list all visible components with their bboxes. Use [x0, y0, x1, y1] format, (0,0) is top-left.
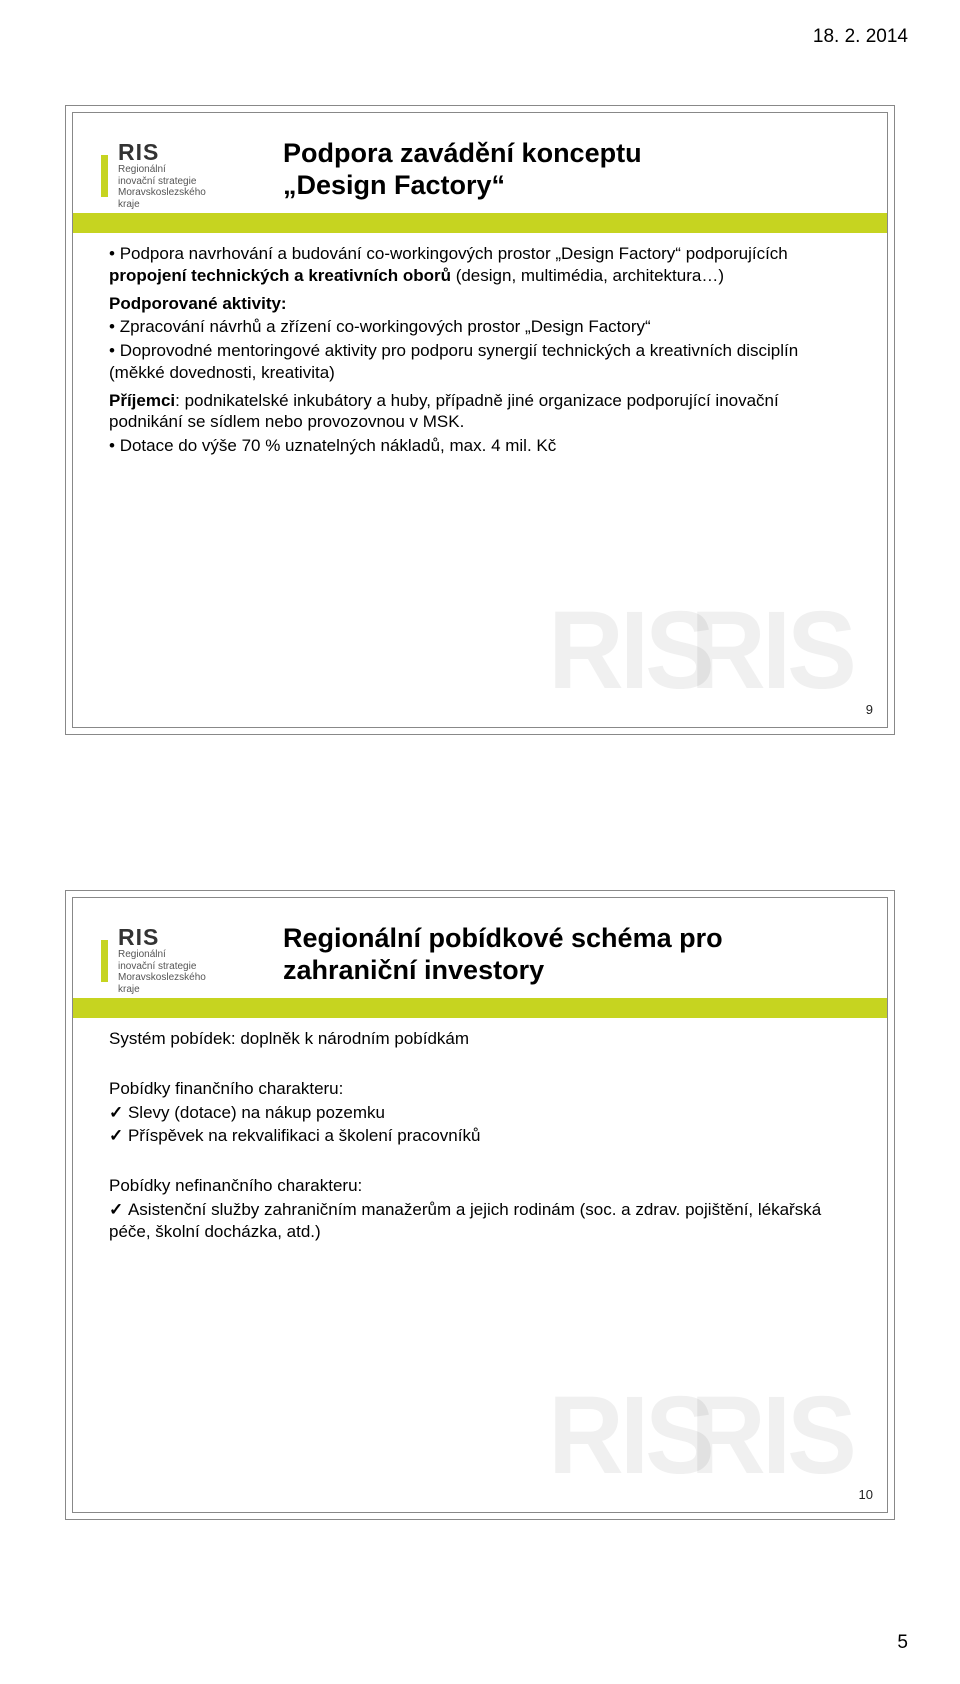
- bullet-item: Zpracování návrhů a zřízení co-workingov…: [109, 316, 851, 338]
- slide-number: 10: [859, 1487, 873, 1502]
- slide-inner-2: RIS RIS RIS Regionální inovační strategi…: [72, 897, 888, 1513]
- logo-sub-2: inovační strategie: [118, 961, 196, 972]
- slide-title-line1: Podpora zavádění konceptu: [283, 138, 642, 168]
- logo-accent-icon: [101, 155, 108, 197]
- check-text: Příspěvek na rekvalifikaci a školení pra…: [128, 1126, 480, 1145]
- check-text: Asistenční služby zahraničním manažerům …: [109, 1200, 821, 1241]
- logo-text-block: RIS Regionální inovační strategie Moravs…: [118, 141, 206, 210]
- logo-subtext: Regionální inovační strategie Moravskosl…: [118, 949, 206, 995]
- logo-ris-text: RIS: [118, 926, 206, 949]
- logo-accent-icon: [101, 940, 108, 982]
- watermark-text: RIS: [690, 1389, 853, 1483]
- watermark: RIS RIS: [544, 604, 857, 698]
- page: 18. 2. 2014 RIS RIS RIS Regionální inova…: [0, 0, 960, 1684]
- slide-frame-2: RIS RIS RIS Regionální inovační strategi…: [65, 890, 895, 1520]
- bullet-item: Doprovodné mentoringové aktivity pro pod…: [109, 340, 851, 384]
- logo-subtext: Regionální inovační strategie Moravskosl…: [118, 164, 206, 210]
- logo-sub-4: kraje: [118, 984, 140, 995]
- recipients-line: Příjemci: podnikatelské inkubátory a hub…: [109, 390, 851, 434]
- logo-ris-text: RIS: [118, 141, 206, 164]
- slide-number: 9: [866, 702, 873, 717]
- logo-sub-3: Moravskoslezského: [118, 972, 206, 983]
- watermark-text: RIS: [549, 1389, 712, 1483]
- bullet-text-bold: propojení technických a kreativních obor…: [109, 266, 451, 285]
- bullet-item: Dotace do výše 70 % uznatelných nákladů,…: [109, 435, 851, 457]
- subheading-label: Podporované aktivity:: [109, 294, 287, 313]
- bullet-text: Zpracování návrhů a zřízení co-workingov…: [120, 317, 651, 336]
- logo-sub-4: kraje: [118, 199, 140, 210]
- recipients-text: : podnikatelské inkubátory a huby, přípa…: [109, 391, 779, 432]
- bullet-text: (design, multimédia, architektura…): [451, 266, 724, 285]
- watermark: RIS RIS: [544, 1389, 857, 1483]
- slide-body: Podpora navrhování a budování co-working…: [109, 243, 851, 459]
- slide-title: Podpora zavádění konceptu „Design Factor…: [283, 137, 857, 202]
- logo-sub-1: Regionální: [118, 949, 166, 960]
- bullet-text: Dotace do výše 70 % uznatelných nákladů,…: [120, 436, 557, 455]
- slide-title-line2: zahraniční investory: [283, 955, 544, 985]
- check-item: Slevy (dotace) na nákup pozemku: [109, 1102, 851, 1124]
- recipients-label: Příjemci: [109, 391, 175, 410]
- bullet-text: Doprovodné mentoringové aktivity pro pod…: [109, 341, 798, 382]
- slide-body: Systém pobídek: doplněk k národním pobíd…: [109, 1028, 851, 1244]
- watermark-text: RIS: [549, 604, 712, 698]
- bullet-item: Podpora navrhování a budování co-working…: [109, 243, 851, 287]
- check-text: Slevy (dotace) na nákup pozemku: [128, 1103, 385, 1122]
- slide-frame-1: RIS RIS RIS Regionální inovační strategi…: [65, 105, 895, 735]
- slide-title: Regionální pobídkové schéma pro zahranič…: [283, 922, 857, 987]
- slide-title-line1: Regionální pobídkové schéma pro: [283, 923, 723, 953]
- logo: RIS Regionální inovační strategie Moravs…: [101, 926, 206, 995]
- slide-title-line2: „Design Factory“: [283, 170, 505, 200]
- logo-text-block: RIS Regionální inovační strategie Moravs…: [118, 926, 206, 995]
- logo-sub-2: inovační strategie: [118, 176, 196, 187]
- subheading: Pobídky finančního charakteru:: [109, 1078, 851, 1100]
- page-number: 5: [897, 1632, 908, 1654]
- accent-bar: [73, 998, 887, 1018]
- logo-sub-3: Moravskoslezského: [118, 187, 206, 198]
- bullet-text: Podpora navrhování a budování co-working…: [120, 244, 788, 263]
- page-date: 18. 2. 2014: [813, 26, 908, 48]
- logo-sub-1: Regionální: [118, 164, 166, 175]
- watermark-text: RIS: [690, 604, 853, 698]
- check-item: Příspěvek na rekvalifikaci a školení pra…: [109, 1125, 851, 1147]
- paragraph: Systém pobídek: doplněk k národním pobíd…: [109, 1028, 851, 1050]
- slide-inner-1: RIS RIS RIS Regionální inovační strategi…: [72, 112, 888, 728]
- logo: RIS Regionální inovační strategie Moravs…: [101, 141, 206, 210]
- accent-bar: [73, 213, 887, 233]
- subheading: Podporované aktivity:: [109, 293, 851, 315]
- subheading: Pobídky nefinančního charakteru:: [109, 1175, 851, 1197]
- check-item: Asistenční služby zahraničním manažerům …: [109, 1199, 851, 1243]
